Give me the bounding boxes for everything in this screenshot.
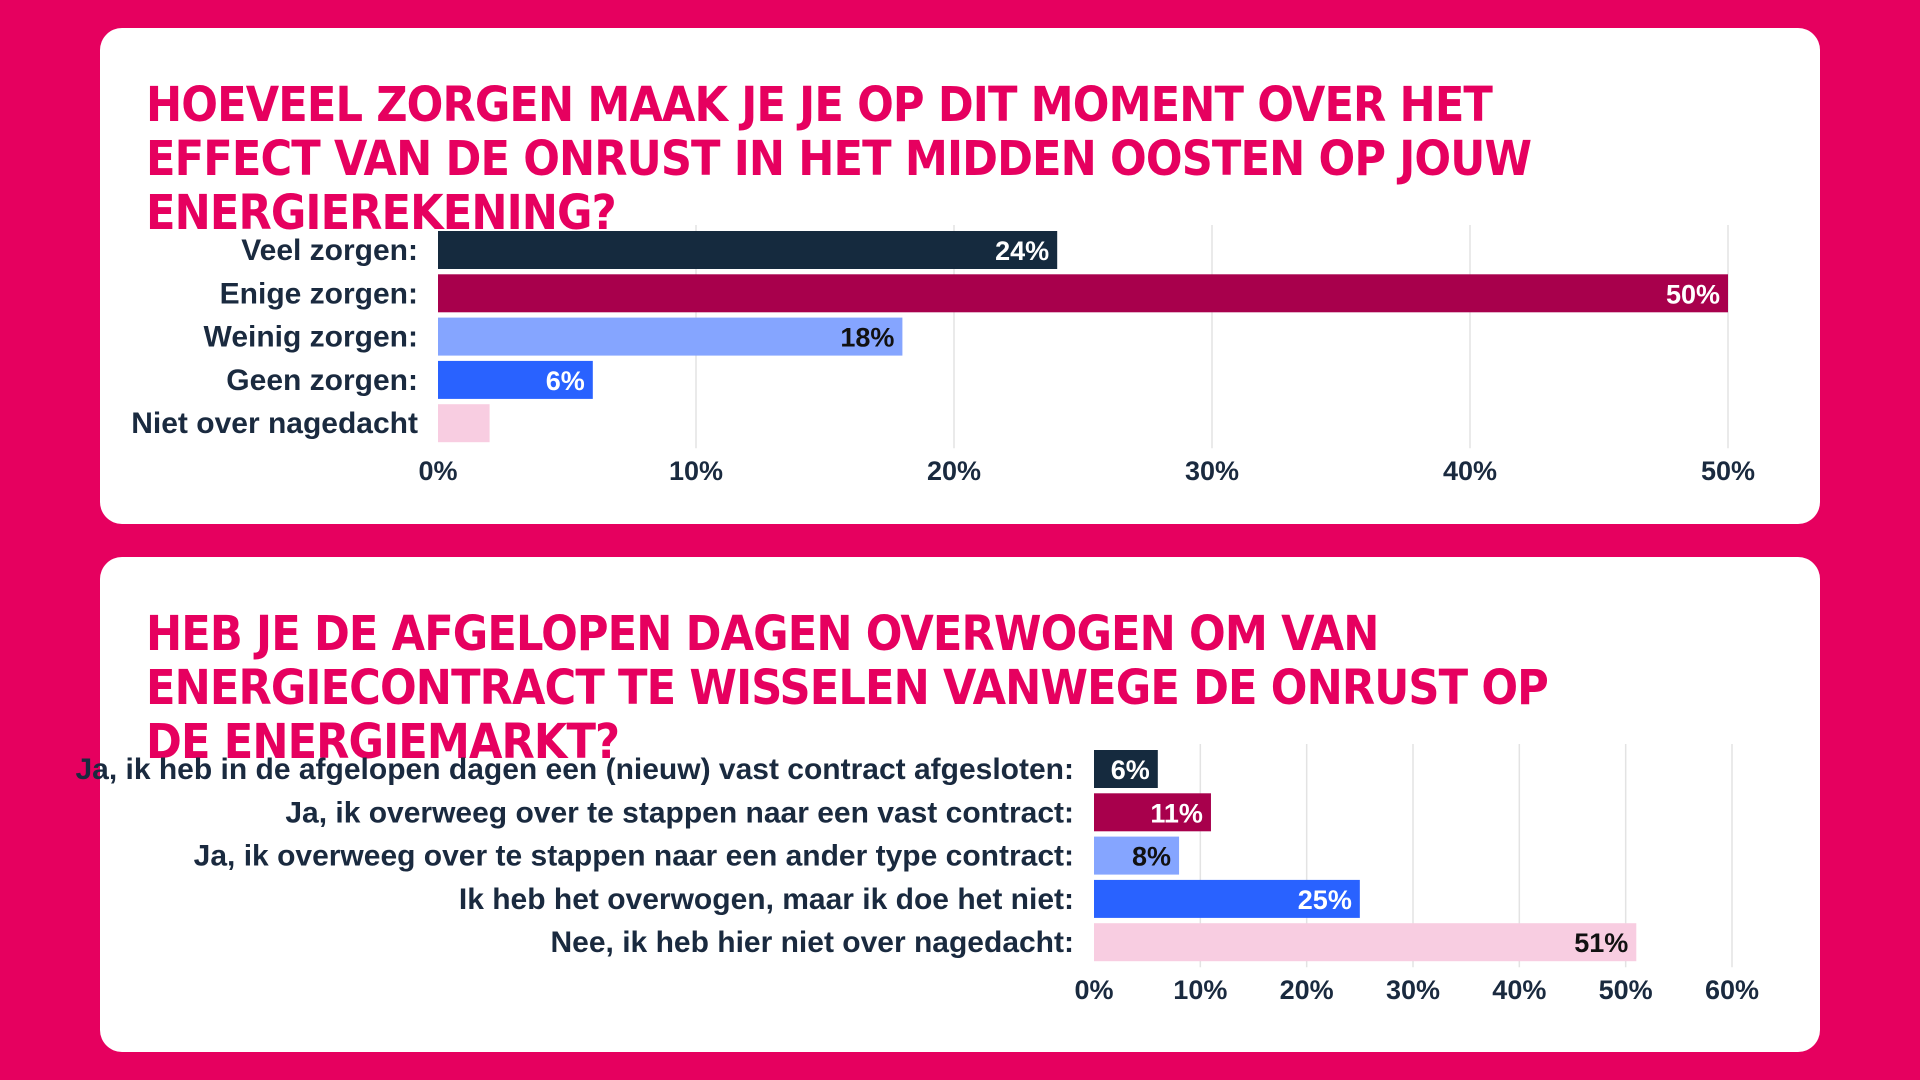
- chart-card-1: HOEVEEL ZORGEN MAAK JE JE OP DIT MOMENT …: [100, 28, 1820, 524]
- chart-card-2: HEB JE DE AFGELOPEN DAGEN OVERWOGEN OM V…: [100, 557, 1820, 1052]
- chart-title-1: HOEVEEL ZORGEN MAAK JE JE OP DIT MOMENT …: [146, 77, 1532, 241]
- chart-title-2: HEB JE DE AFGELOPEN DAGEN OVERWOGEN OM V…: [146, 606, 1549, 770]
